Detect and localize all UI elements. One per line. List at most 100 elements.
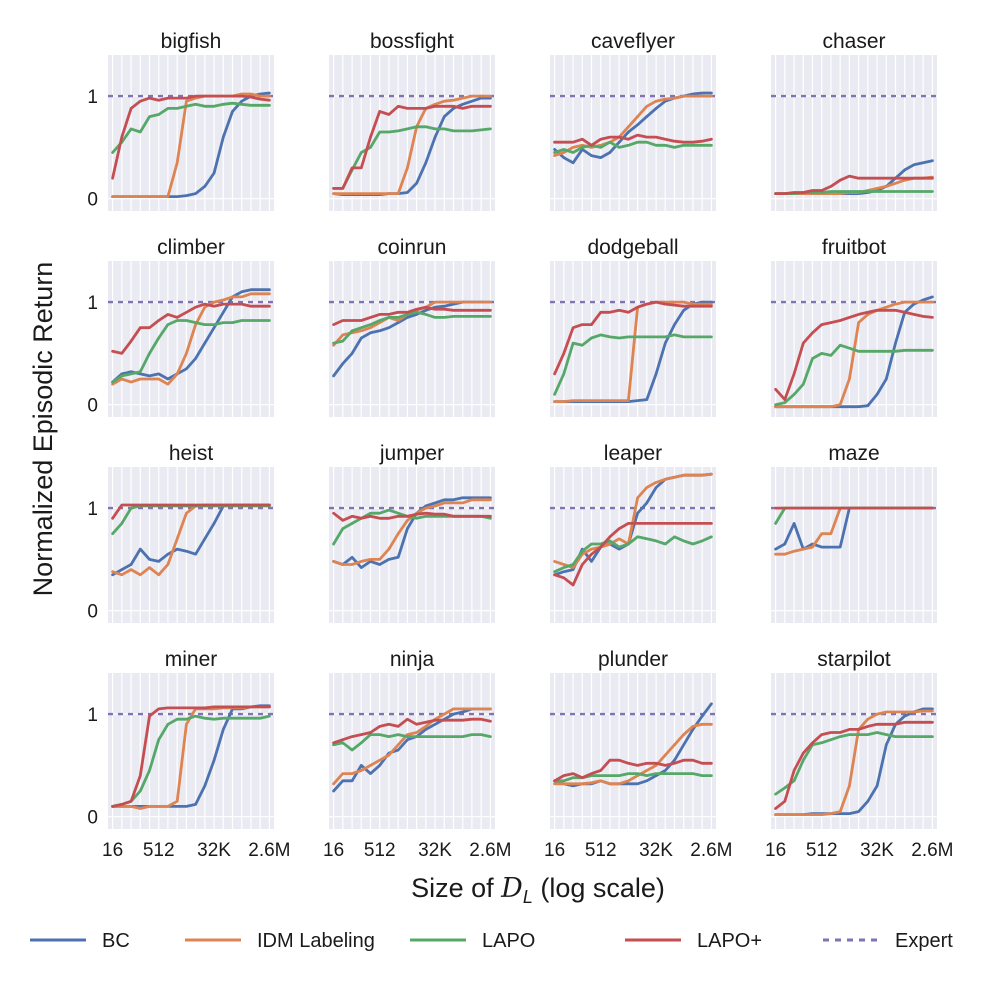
series-line-lapo xyxy=(774,731,934,796)
x-tick-label: 16 xyxy=(323,840,344,861)
x-tick-label: 16 xyxy=(765,840,786,861)
series-line-idm-labeling xyxy=(111,292,271,386)
series-line-bc xyxy=(332,496,492,569)
panel-caveflyer: caveflyer xyxy=(550,30,716,211)
series-line-lapo xyxy=(553,758,713,783)
series-line-lapo xyxy=(553,140,713,154)
panel-title: chaser xyxy=(822,30,885,53)
x-tick-label: 16 xyxy=(102,840,123,861)
series-line-lapo xyxy=(332,125,492,190)
y-tick-label: 1 xyxy=(87,499,98,520)
legend-label-expert: Expert xyxy=(895,930,953,952)
x-tick-label: 32K xyxy=(197,840,231,861)
panel-miner: miner 0 1 16 512 32K 2.6M xyxy=(87,648,290,861)
plot-background xyxy=(329,261,495,417)
plot-background xyxy=(771,55,937,211)
series-line-lapo xyxy=(774,343,934,407)
series-line-lapo xyxy=(553,333,713,396)
panel-title: dodgeball xyxy=(587,236,678,259)
panel-title: coinrun xyxy=(378,236,447,259)
y-axis-label: Normalized Episodic Return xyxy=(28,262,58,597)
panel-plunder: plunder 16 512 32K 2.6M xyxy=(544,648,732,861)
x-tick-label: 2.6M xyxy=(469,840,511,861)
series-line-idm-labeling xyxy=(332,707,492,786)
series-line-idm-labeling xyxy=(774,709,934,816)
legend-label-lapo: LAPO xyxy=(482,930,535,952)
panel-jumper: jumper xyxy=(329,442,495,623)
legend: BC IDM Labeling LAPO LAPO+ Expert xyxy=(30,930,953,952)
series-line-lapo xyxy=(553,535,713,574)
series-line-lapo xyxy=(111,302,271,355)
x-axis-label-prefix: Size of xyxy=(411,873,501,903)
y-tick-label: 0 xyxy=(87,808,98,829)
series-line-idm-labeling xyxy=(553,300,713,404)
panel-bossfight: bossfight xyxy=(329,30,495,211)
series-line-idm-labeling xyxy=(553,472,713,569)
x-tick-label: 512 xyxy=(364,840,396,861)
plot-background xyxy=(550,467,716,623)
panels-grid: bigfish 0 1 bossfight caveflyer chaser climber… xyxy=(87,30,953,861)
series-line-lapo xyxy=(332,733,492,752)
legend-label-lapo: LAPO+ xyxy=(697,930,762,952)
panel-chaser: chaser xyxy=(771,30,937,211)
panel-title: bossfight xyxy=(370,30,454,53)
x-tick-label: 512 xyxy=(806,840,838,861)
panel-maze: maze xyxy=(771,442,937,623)
panel-dodgeball: dodgeball xyxy=(550,236,716,417)
x-axis-label-suffix: (log scale) xyxy=(533,873,665,903)
series-line-idm-labeling xyxy=(553,722,713,786)
panel-title: leaper xyxy=(604,442,662,465)
panel-coinrun: coinrun xyxy=(329,236,495,417)
panel-climber: climber 0 1 xyxy=(87,236,274,417)
legend-label-idm-labeling: IDM Labeling xyxy=(257,930,375,952)
x-tick-label: 2.6M xyxy=(690,840,732,861)
x-axis-label: Size of DL (log scale) xyxy=(411,873,665,907)
panel-starpilot: starpilot 16 512 32K 2.6M xyxy=(765,648,953,861)
x-tick-label: 2.6M xyxy=(248,840,290,861)
series-line-lapo xyxy=(553,133,713,147)
series-line-lapo xyxy=(553,522,713,587)
panel-title: heist xyxy=(169,442,214,465)
plot-background xyxy=(108,55,274,211)
plot-background xyxy=(329,55,495,211)
series-line-lapo xyxy=(332,305,492,327)
series-line-lapo xyxy=(111,714,271,808)
plot-background xyxy=(329,673,495,829)
x-tick-label: 16 xyxy=(544,840,565,861)
series-line-lapo xyxy=(332,511,492,522)
x-axis-label-subscript: L xyxy=(523,887,533,907)
x-tick-label: 2.6M xyxy=(911,840,953,861)
series-line-lapo xyxy=(111,705,271,808)
panel-title: starpilot xyxy=(817,648,891,671)
plot-background xyxy=(550,673,716,829)
x-tick-label: 32K xyxy=(418,840,452,861)
series-line-lapo xyxy=(553,300,713,376)
series-line-idm-labeling xyxy=(553,94,713,158)
panel-title: bigfish xyxy=(161,30,222,53)
plot-background xyxy=(108,673,274,829)
panel-leaper: leaper xyxy=(550,442,716,623)
panel-title: maze xyxy=(828,442,879,465)
panel-title: ninja xyxy=(390,648,435,671)
x-tick-label: 32K xyxy=(860,840,894,861)
y-tick-label: 0 xyxy=(87,190,98,211)
x-tick-label: 512 xyxy=(585,840,617,861)
panel-title: plunder xyxy=(598,648,668,671)
series-line-idm-labeling xyxy=(111,92,271,199)
x-tick-label: 512 xyxy=(143,840,175,861)
panel-title: jumper xyxy=(379,442,444,465)
series-line-lapo xyxy=(774,720,934,810)
plot-background xyxy=(329,467,495,623)
panel-fruitbot: fruitbot xyxy=(771,236,937,417)
series-line-lapo xyxy=(774,174,934,196)
series-line-bc xyxy=(332,707,492,793)
panel-title: fruitbot xyxy=(822,236,886,259)
x-axis-label-symbol: D xyxy=(500,873,523,904)
y-tick-label: 0 xyxy=(87,396,98,417)
plot-background xyxy=(771,467,937,623)
series-line-lapo xyxy=(111,319,271,384)
y-tick-label: 1 xyxy=(87,293,98,314)
series-line-idm-labeling xyxy=(332,94,492,196)
panel-ninja: ninja 16 512 32K 2.6M xyxy=(323,648,511,861)
